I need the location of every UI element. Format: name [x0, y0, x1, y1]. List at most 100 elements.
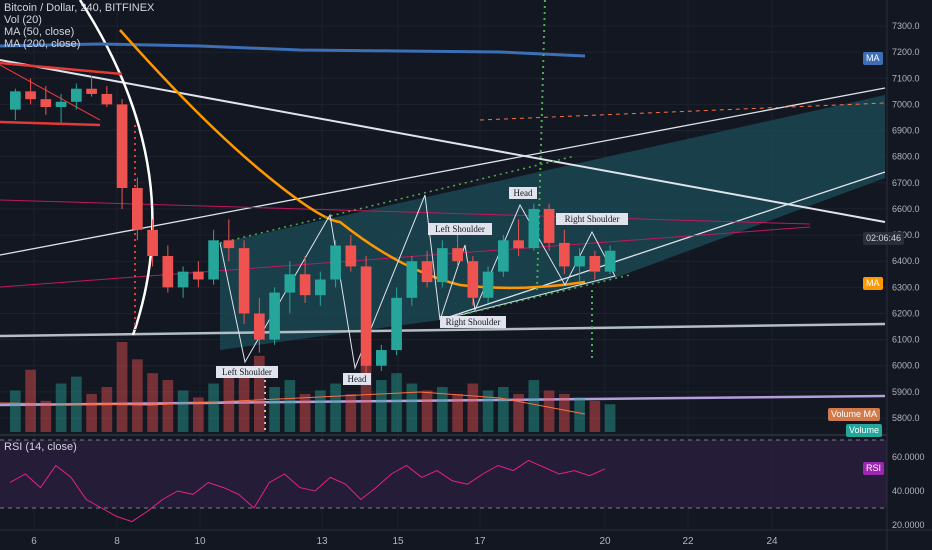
volume-bar — [360, 352, 372, 432]
volume-bar — [543, 390, 555, 432]
candle-body — [208, 240, 219, 280]
candle — [162, 245, 174, 293]
candle — [498, 235, 509, 277]
volume-bar — [498, 387, 509, 432]
candle-body — [437, 248, 448, 283]
volume-bar — [269, 387, 280, 432]
candle — [223, 219, 235, 262]
candle-body — [193, 271, 204, 280]
red-line-2 — [0, 120, 101, 127]
label-head-2: Head — [514, 188, 533, 198]
time-tick-label: 17 — [474, 536, 486, 547]
price-tick-label: 6100.0 — [892, 335, 920, 345]
candle-body — [116, 104, 128, 189]
dotted-green-diag-2 — [439, 274, 631, 321]
ma50-line — [119, 29, 586, 290]
time-tick-label: 24 — [766, 536, 778, 547]
volume-ma-line — [0, 391, 586, 415]
candle-body — [147, 229, 158, 256]
volume-bar — [254, 355, 265, 432]
candle-body — [101, 93, 113, 105]
candle — [10, 88, 21, 121]
candle-body — [10, 91, 21, 110]
rsi-title[interactable]: RSI (14, close) — [4, 441, 77, 453]
legend-vol[interactable]: Vol (20) — [4, 14, 42, 26]
candle — [528, 203, 540, 251]
volume-ma-tag: Volume MA — [828, 408, 881, 421]
candle-body — [391, 297, 402, 351]
candle-body — [498, 240, 509, 272]
candle — [86, 75, 97, 97]
price-tick-label: 6700.0 — [892, 178, 920, 188]
rsi-band — [0, 440, 887, 508]
price-tick-label: 6300.0 — [892, 282, 920, 292]
candle-body — [71, 88, 82, 102]
candle-body — [589, 255, 601, 272]
label-right-shoulder-2: Right Shoulder — [565, 214, 620, 224]
candle — [360, 255, 372, 377]
time-tick-label: 20 — [599, 536, 611, 547]
candle — [437, 240, 448, 288]
candle-body — [177, 271, 189, 288]
price-tick-label: 6900.0 — [892, 126, 920, 136]
candle-body — [543, 208, 555, 243]
candle-body — [406, 261, 418, 298]
price-tick-label: 6000.0 — [892, 361, 920, 371]
rsi-tick-label: 60.0000 — [892, 452, 925, 462]
price-tick-label: 7000.0 — [892, 99, 920, 109]
legend-ma200[interactable]: MA (200, close) — [4, 38, 81, 50]
candle-body — [467, 261, 479, 298]
dotted-green-diag — [219, 155, 576, 244]
price-tick-label: 6200.0 — [892, 308, 920, 318]
volume-bar — [299, 393, 311, 432]
price-axis: 7300.0 7200.0 7100.0 7000.0 6900.0 6800.0 6700… — [892, 21, 920, 423]
candle — [376, 344, 387, 371]
resistance-trendline — [0, 59, 886, 223]
time-tick-label: 6 — [31, 536, 37, 547]
rsi-axis: 60.0000 40.0000 20.0000 — [892, 452, 925, 530]
legend-symbol[interactable]: Bitcoin / Dollar, 240, BITFINEX — [4, 2, 155, 14]
red-line-1 — [0, 61, 123, 76]
label-head-1: Head — [348, 374, 367, 384]
volume-bar — [376, 380, 387, 432]
candle — [574, 248, 585, 283]
volume-bar — [467, 383, 479, 432]
volume-bar — [162, 380, 174, 432]
label-left-shoulder-2: Left Shoulder — [435, 224, 485, 234]
candle — [421, 250, 433, 288]
candle-body — [284, 274, 296, 293]
volume-bar — [40, 400, 52, 432]
candle — [193, 261, 204, 288]
time-tick-label: 13 — [316, 536, 328, 547]
candle-body — [238, 248, 250, 314]
volume-bar — [284, 380, 296, 432]
candle-body — [299, 274, 311, 296]
candles — [10, 75, 616, 377]
volume-bar — [208, 383, 219, 432]
rsi-pane-separator — [0, 434, 887, 436]
price-tick-label: 6600.0 — [892, 204, 920, 214]
price-tick-label: 5800.0 — [892, 413, 920, 423]
time-tick-label: 10 — [194, 536, 206, 547]
volume-bar — [589, 400, 601, 432]
volume-bars — [10, 342, 616, 432]
ma200-axis-tag: MA — [863, 52, 883, 65]
volume-bar — [10, 390, 21, 432]
rsi-line — [9, 459, 606, 523]
candle — [299, 255, 311, 304]
price-tick-label: 7100.0 — [892, 73, 920, 83]
candle-body — [330, 245, 341, 280]
volume-bar — [315, 390, 326, 432]
legend-ma50[interactable]: MA (50, close) — [4, 26, 75, 38]
volume-bar — [437, 387, 448, 432]
hs-pattern-1 — [219, 194, 441, 370]
candle-body — [452, 248, 463, 262]
price-tick-label: 6500.0 — [892, 230, 920, 240]
volume-bar — [452, 393, 463, 432]
volume-bar — [177, 390, 189, 432]
volume-bar — [223, 376, 235, 432]
candle — [254, 297, 265, 353]
candle — [330, 240, 341, 288]
candle — [40, 86, 52, 115]
